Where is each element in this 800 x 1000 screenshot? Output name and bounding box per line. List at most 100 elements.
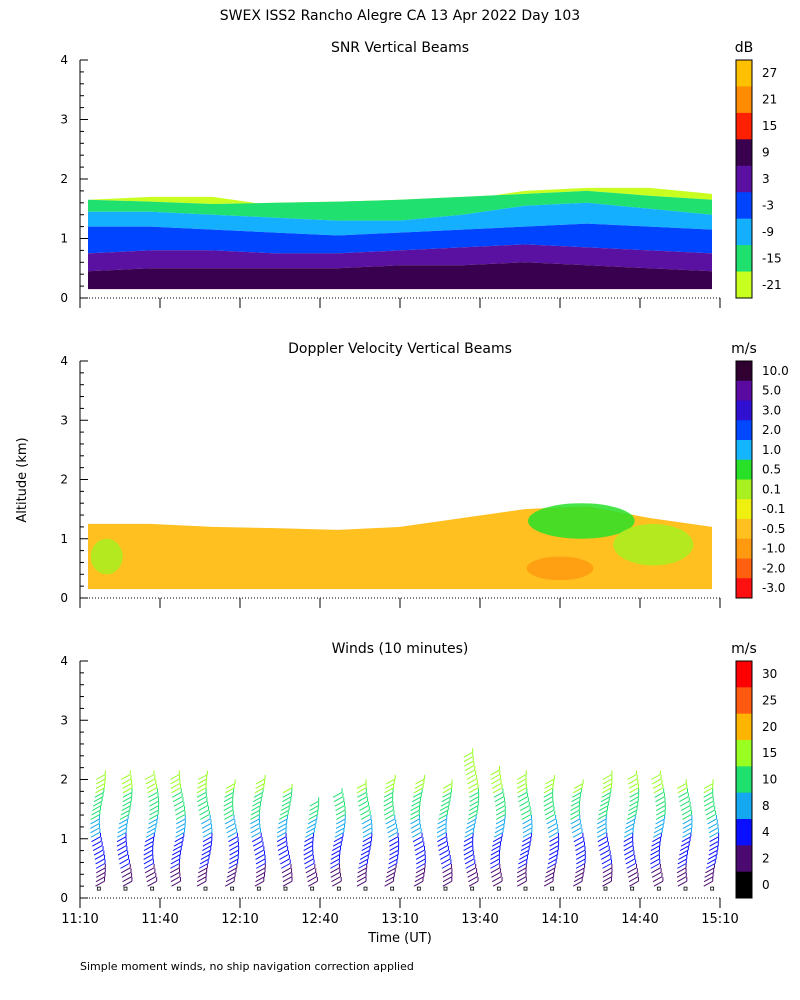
wind-barb — [198, 867, 208, 874]
wind-barb — [624, 827, 634, 834]
colorbar-frame — [735, 660, 753, 899]
wind-profile — [596, 770, 613, 891]
wind-barb — [465, 862, 476, 869]
wind-barb — [410, 818, 420, 825]
wind-barb — [201, 822, 212, 829]
wind-barb — [516, 876, 527, 883]
winds-panel: Winds (10 minutes) 0 1 2 3 4 11:10 11:40 12:10 12… — [60, 641, 777, 927]
calm-marker — [283, 886, 288, 891]
wind-barb — [90, 822, 100, 829]
wind-barb — [522, 827, 533, 834]
wind-barb — [704, 805, 715, 812]
wind-barb — [677, 782, 687, 789]
wind-barb — [306, 822, 317, 829]
wind-barb — [304, 858, 314, 865]
wind-barb — [173, 800, 184, 807]
wind-barb — [277, 840, 287, 847]
wind-barb — [708, 849, 718, 856]
wind-barb — [517, 774, 527, 780]
wind-barb — [252, 800, 262, 807]
wind-barb — [197, 796, 207, 803]
colorbar-label: -2.0 — [762, 561, 785, 575]
wind-barb — [518, 858, 528, 865]
wind-barb — [119, 814, 130, 820]
colorbar-label: 8 — [762, 799, 770, 813]
wind-barb — [91, 805, 102, 812]
wind-barb — [361, 845, 372, 852]
wind-barb — [146, 827, 157, 834]
wind-barb — [703, 782, 714, 789]
wind-barb — [357, 796, 368, 803]
wind-barb — [385, 778, 396, 785]
y-tick-label: 2 — [60, 172, 68, 186]
wind-barb — [572, 831, 583, 838]
wind-barb — [308, 814, 318, 820]
wind-barb — [706, 858, 717, 865]
wind-barb — [544, 809, 555, 816]
x-tick-label: 11:10 — [61, 912, 98, 927]
wind-barb — [463, 751, 473, 758]
wind-barb — [224, 818, 235, 825]
wind-barb — [703, 787, 714, 794]
calm-marker — [630, 886, 635, 891]
wind-barb — [490, 774, 501, 780]
wind-barb — [676, 871, 687, 878]
wind-barb — [225, 880, 235, 887]
wind-barb — [469, 805, 479, 812]
wind-barb — [357, 791, 367, 798]
wind-barb — [356, 871, 367, 878]
wind-profile — [356, 779, 373, 891]
wind-barb — [175, 827, 186, 834]
wind-barb — [495, 822, 505, 829]
wind-barb — [171, 880, 181, 887]
calm-marker — [336, 886, 341, 891]
wind-barb — [95, 876, 106, 883]
wind-barb — [628, 876, 639, 883]
wind-barb — [704, 871, 714, 878]
colorbar-label: -0.1 — [762, 502, 785, 516]
colorbar-swatch — [736, 420, 752, 441]
wind-barb — [358, 862, 368, 869]
wind-barb — [521, 840, 532, 847]
wind-barb — [544, 805, 554, 812]
wind-barb — [655, 818, 665, 825]
wind-barb — [596, 827, 607, 834]
wind-barb — [602, 871, 613, 878]
wind-barb — [650, 849, 660, 856]
colorbar-frame — [735, 360, 753, 599]
wind-barb — [468, 787, 479, 794]
wind-barb — [118, 818, 129, 825]
wind-barb — [682, 827, 693, 834]
wind-barb — [601, 858, 612, 865]
panels: SNR Vertical Beams0123427211593-3-9-15-2… — [60, 40, 788, 927]
colorbar-swatch — [736, 440, 752, 461]
wind-barb — [463, 849, 474, 856]
wind-barb — [705, 867, 715, 874]
wind-barb — [623, 845, 634, 852]
wind-barb — [627, 809, 638, 816]
wind-barb — [119, 858, 129, 865]
colorbar-label: -0.5 — [762, 522, 785, 536]
wind-barb — [251, 836, 262, 843]
snr-layer-2 — [88, 202, 712, 236]
wind-barb — [199, 809, 209, 816]
wind-barb — [570, 809, 580, 816]
wind-barb — [440, 800, 451, 807]
colorbar-label: 10.0 — [762, 364, 789, 378]
wind-barb — [494, 796, 504, 803]
wind-barb — [415, 778, 425, 785]
wind-barb — [677, 858, 688, 865]
doppler-colorbar: 10.0 5.0 3.0 2.0 1.0 0.5 0.1 -0.1 -0.5 -1.0 -2.0 -3… — [731, 341, 789, 599]
wind-barb — [250, 822, 260, 829]
wind-barb — [303, 845, 313, 852]
wind-barb — [576, 854, 586, 860]
wind-barb — [278, 814, 289, 820]
wind-barb — [170, 858, 181, 865]
wind-barb — [653, 827, 664, 834]
wind-barb — [628, 782, 639, 789]
wind-barb — [334, 831, 345, 838]
colorbar-label: -3.0 — [762, 581, 785, 595]
wind-barb — [466, 867, 476, 874]
wind-barb — [415, 849, 425, 856]
wind-barb — [468, 809, 478, 816]
